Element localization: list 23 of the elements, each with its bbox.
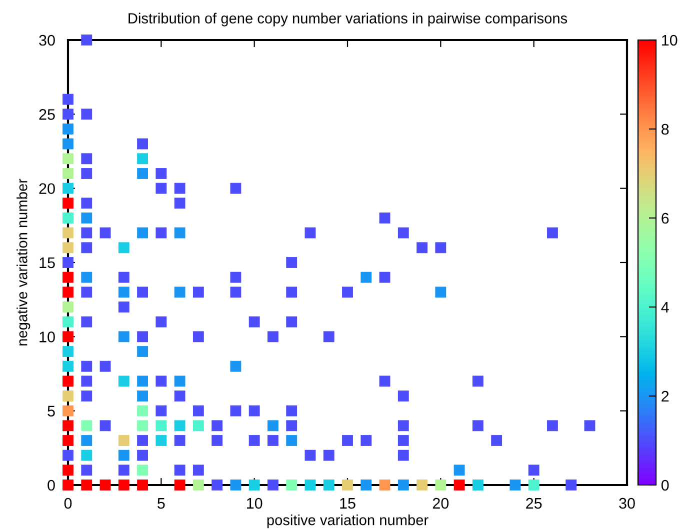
color-bar-label: 2 <box>662 390 669 402</box>
chart-title: Distribution of gene copy number variations in pairwise comparisons <box>128 12 568 26</box>
x-tick-label: 5 <box>158 498 165 509</box>
x-tick-label: 25 <box>526 498 542 509</box>
y-tick-label: 10 <box>40 332 55 342</box>
x-tick-label: 10 <box>247 498 262 509</box>
x-tick-label: 15 <box>340 498 356 509</box>
x-tick-label: 0 <box>64 498 72 509</box>
y-tick-label: 0 <box>48 480 55 491</box>
color-bar-label: 0 <box>661 480 669 491</box>
x-tick-label: 30 <box>619 498 635 509</box>
y-tick-label: 20 <box>39 183 55 194</box>
color-bar-label: 4 <box>661 302 669 313</box>
x-axis-title: positive variation number <box>267 514 428 528</box>
color-bar-label: 10 <box>662 34 678 46</box>
y-tick-label: 30 <box>39 34 55 46</box>
y-tick-label: 5 <box>48 406 55 417</box>
y-axis-title: negative variation number <box>16 178 30 346</box>
color-bar-label: 8 <box>662 124 669 135</box>
y-tick-label: 25 <box>39 109 55 120</box>
x-tick-label: 20 <box>432 498 449 509</box>
color-bar-label: 6 <box>662 212 669 224</box>
y-tick-label: 15 <box>40 258 55 268</box>
